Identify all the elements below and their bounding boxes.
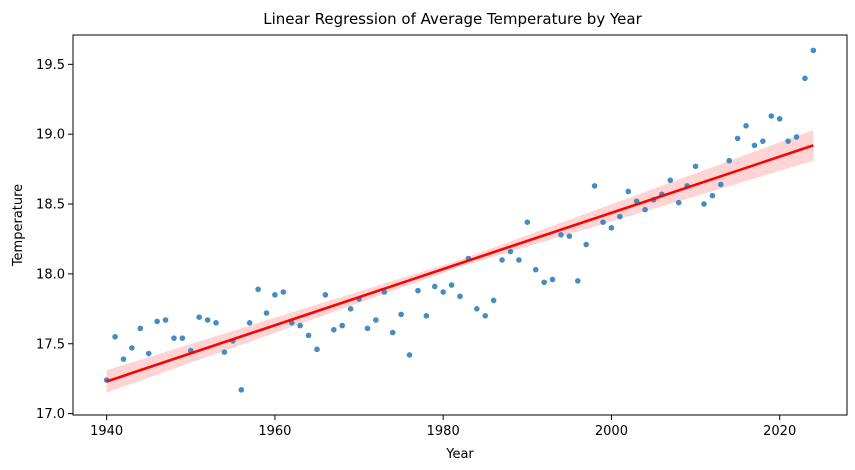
data-point (112, 333, 118, 340)
data-point (810, 47, 817, 54)
data-point (709, 192, 716, 199)
data-point (507, 248, 514, 255)
data-point (171, 335, 177, 341)
data-point (398, 311, 404, 318)
data-point (457, 293, 463, 300)
data-point (785, 138, 791, 144)
data-point (617, 213, 623, 220)
data-point (305, 332, 312, 339)
data-point (474, 306, 480, 312)
data-point (667, 177, 674, 184)
data-point (272, 292, 278, 298)
y-tick-label: 17.0 (36, 407, 65, 422)
data-point (162, 317, 169, 323)
data-point (608, 224, 615, 231)
data-point (751, 142, 758, 149)
data-point (760, 138, 766, 144)
data-point (213, 319, 219, 326)
data-point (179, 335, 186, 341)
x-tick-label: 1940 (90, 424, 123, 439)
data-point (583, 241, 589, 248)
data-point (406, 352, 413, 358)
data-point (524, 219, 531, 226)
data-point (482, 313, 489, 319)
data-point (381, 289, 388, 295)
data-point (692, 163, 699, 170)
data-point (516, 257, 522, 263)
data-point (255, 286, 261, 293)
data-point (558, 231, 564, 238)
data-point (541, 279, 547, 286)
data-point (642, 206, 648, 213)
data-point (331, 326, 337, 333)
data-point (440, 289, 446, 295)
regression-line-layer (106, 144, 814, 383)
data-point (373, 317, 379, 323)
data-point (145, 350, 152, 357)
data-point (120, 356, 127, 362)
x-tick-label: 2020 (763, 424, 796, 439)
data-point (718, 181, 724, 188)
data-point (322, 292, 329, 298)
data-point (675, 199, 682, 206)
data-point (263, 310, 270, 316)
x-tick-label: 2000 (595, 424, 628, 439)
x-axis-ticks: 1940 1960 1980 2000 2020 (90, 415, 796, 439)
x-axis-label: Year (445, 447, 474, 462)
data-point (549, 276, 556, 283)
data-point (347, 306, 354, 312)
chart-title: Linear Regression of Average Temperature… (263, 10, 642, 28)
confidence-band (106, 130, 814, 393)
y-axis-label: Temperature (11, 184, 26, 267)
x-tick-label: 1960 (258, 424, 291, 439)
data-point (431, 283, 438, 290)
data-point (793, 134, 800, 140)
data-point (726, 157, 733, 164)
data-point (499, 257, 505, 263)
data-point (339, 322, 346, 329)
data-point (566, 233, 573, 239)
y-tick-label: 19.0 (36, 128, 65, 143)
data-point (490, 297, 497, 304)
data-point (768, 113, 775, 119)
x-tick-label: 1980 (427, 424, 460, 439)
y-axis-ticks: 17.0 17.5 18.0 18.5 19.0 19.5 (36, 58, 73, 422)
data-point (389, 329, 396, 336)
y-tick-label: 18.5 (36, 198, 65, 213)
data-point (532, 266, 539, 273)
data-point (129, 345, 135, 351)
y-tick-label: 19.5 (36, 58, 65, 73)
data-point (591, 183, 598, 189)
data-point (625, 188, 632, 195)
data-point (415, 287, 421, 294)
data-point (196, 314, 202, 321)
data-point (743, 123, 749, 129)
data-point (776, 116, 783, 122)
data-point (238, 387, 245, 393)
data-point (734, 135, 741, 142)
data-point (204, 317, 211, 323)
data-point (280, 289, 287, 295)
data-point (364, 325, 371, 332)
data-point (154, 318, 160, 325)
confidence-band-layer (106, 130, 814, 393)
plot-frame (72, 34, 848, 416)
data-point (600, 219, 606, 226)
data-point (701, 201, 707, 207)
y-tick-label: 18.0 (36, 267, 65, 282)
data-point (246, 319, 253, 326)
y-tick-label: 17.5 (36, 337, 65, 352)
data-point (137, 325, 144, 332)
data-point (802, 75, 808, 82)
data-point (423, 313, 430, 319)
data-point (574, 278, 581, 284)
data-point (297, 322, 303, 329)
scatter-points (103, 47, 817, 393)
data-point (314, 346, 320, 353)
data-point (448, 282, 455, 288)
regression-line (106, 144, 814, 383)
data-point (221, 349, 228, 355)
